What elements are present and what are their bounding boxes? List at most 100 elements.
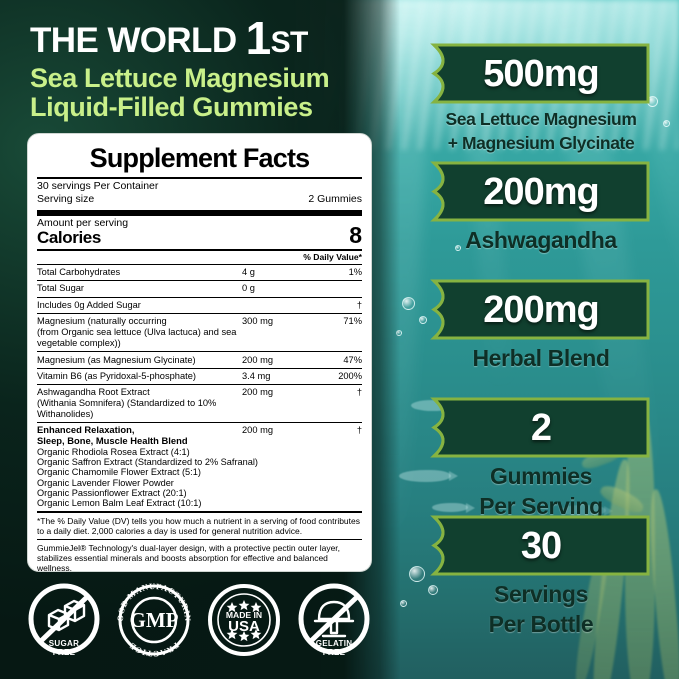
nutrient-name: Magnesium (as Magnesium Glycinate)	[37, 351, 242, 369]
headline-line-2: Sea Lettuce Magnesium	[30, 63, 330, 93]
callout-caption-line-1: Herbal Blend	[472, 345, 610, 371]
nutrient-daily-value: †	[320, 296, 362, 314]
calories-label: Calories	[37, 227, 101, 247]
made-in-usa-icon: MADE IN USA	[208, 584, 280, 656]
callout-1: 500mg Sea Lettuce Magnesium + Magnesium Gl…	[430, 42, 652, 153]
nutrient-row: Includes 0g Added Sugar †	[37, 296, 362, 314]
supplement-facts-panel: Supplement Facts 30 servings Per Contain…	[27, 133, 372, 572]
nutrient-amount: 4 g	[242, 267, 255, 277]
callout-ribbon: 30	[430, 514, 652, 577]
sugar-free-icon	[28, 583, 100, 655]
serving-size-row: Serving size 2 Gummies	[37, 192, 362, 205]
divider	[37, 177, 362, 179]
bubble	[419, 316, 427, 324]
nutrient-table: Total Carbohydrates 4 g 1% Total Sugar 0 g In…	[37, 265, 362, 423]
callout-caption-line-2: Per Serving	[479, 493, 603, 519]
servings-per-container: 30 servings Per Container	[37, 180, 159, 192]
headline-number-one: 1	[245, 12, 272, 64]
nutrient-name: Total Sugar	[37, 280, 242, 298]
sugar-free-caption-line-1: SUGAR	[48, 639, 80, 648]
fish-silhouette	[432, 503, 468, 512]
nutrient-daily-value: 1%	[348, 267, 362, 277]
bubble	[400, 600, 407, 607]
blend-ingredient: Organic Chamomile Flower Extract (5:1)	[37, 467, 201, 478]
ribbon-shape	[430, 161, 650, 222]
nutrient-daily-value: 47%	[320, 351, 362, 369]
blend-amount: 200 mg	[242, 425, 274, 436]
amount-per-serving-label: Amount per serving	[37, 216, 129, 229]
ribbon-shape	[430, 515, 650, 576]
callout-3: 200mg Herbal Blend	[430, 278, 652, 371]
technology-footnote: GummieJel® Technology's dual-layer desig…	[37, 539, 362, 571]
blend-ingredient: Organic Passionflower Extract (20:1)	[37, 487, 187, 498]
serving-size-label: Serving size	[37, 193, 95, 206]
nutrient-row: Magnesium (as Magnesium Glycinate) 200 mg…	[37, 351, 362, 369]
blend-ingredient: Organic Lemon Balm Leaf Extract (10:1)	[37, 498, 202, 509]
fish-silhouette	[411, 400, 453, 411]
callout-caption-line-1: Servings	[494, 581, 588, 607]
callout-value: 30	[520, 524, 562, 567]
callout-4: 2 Gummies Per Serving	[430, 396, 652, 519]
nutrient-row: Ashwagandha Root Extract (Withania Somnif…	[37, 384, 362, 423]
callout-caption-line-1: Ashwagandha	[465, 227, 617, 253]
blend-daily-value: †	[356, 425, 362, 436]
nutrient-daily-value: 200%	[320, 367, 362, 385]
nutrient-daily-value	[320, 280, 362, 298]
blend-title-line-2: Sleep, Bone, Muscle Health Blend	[37, 435, 188, 447]
callout-ribbon: 500mg	[430, 42, 652, 105]
nutrient-amount: 0 g	[242, 280, 320, 298]
headline-block: THE WORLD 1ST Sea Lettuce Magnesium Liqu…	[30, 15, 390, 122]
nutrient-daily-value: 71%	[320, 312, 362, 352]
nutrient-name: Includes 0g Added Sugar	[37, 296, 242, 314]
ribbon-shape	[430, 43, 650, 104]
made-in-usa-line-1: MADE IN	[226, 610, 262, 620]
divider-thick	[37, 209, 362, 216]
callout-5: 30 Servings Per Bottle	[430, 514, 652, 637]
fish-silhouette	[560, 505, 606, 516]
divider	[37, 248, 362, 251]
divider	[37, 422, 362, 424]
bubble	[428, 585, 438, 595]
callout-caption-line-2: Per Bottle	[488, 611, 594, 637]
servings-per-container-row: 30 servings Per Container	[37, 179, 362, 192]
blend-block: Enhanced Relaxation, Sleep, Bone, Muscle…	[37, 423, 362, 508]
gelatin-free-caption-line-1: GELATIN	[315, 639, 353, 648]
blend-ingredient: Organic Rhodiola Rosea Extract (4:1)	[37, 446, 190, 457]
gelatin-free-caption-line-2: FREE	[322, 648, 346, 657]
nutrient-daily-value: †	[320, 384, 362, 423]
nutrient-amount: 200 mg	[242, 351, 320, 369]
nutrient-name: Ashwagandha Root Extract (Withania Somnif…	[37, 384, 242, 423]
ribbon-shape	[430, 279, 650, 340]
daily-value-footnote: *The % Daily Value (DV) tells you how mu…	[37, 516, 360, 537]
serving-size-value: 2 Gummies	[308, 193, 362, 206]
bubble	[402, 297, 415, 310]
gelatin-free-icon	[298, 583, 370, 655]
bubble	[455, 245, 461, 251]
amount-per-serving-row: Amount per serving Calories 8	[37, 216, 362, 247]
callout-value: 500mg	[483, 52, 599, 95]
made-in-usa-badge: MADE IN USA	[204, 583, 284, 673]
callout-ribbon: 200mg	[430, 278, 652, 341]
headline-ordinal-suffix: ST	[270, 26, 309, 59]
sugar-free-badge: SUGAR FREE	[24, 583, 104, 673]
divider	[37, 263, 362, 265]
callout-2: 200mg Ashwagandha	[430, 160, 652, 253]
divider	[37, 511, 362, 514]
headline-line-3: Liquid-Filled Gummies	[30, 92, 313, 122]
gelatin-free-badge: GELATIN FREE	[294, 583, 374, 673]
certification-badges: SUGAR FREE GOOD MANUFACTURING PRACTICE G…	[24, 583, 374, 675]
ribbon-shape	[430, 397, 650, 458]
nutrient-name: Total Carbohydrates	[37, 267, 121, 277]
blend-ingredient: Organic Lavender Flower Powder	[37, 477, 174, 488]
callout-caption-line-1: Gummies	[489, 463, 592, 489]
supplement-facts-title: Supplement Facts	[89, 143, 311, 173]
nutrient-row: Total Sugar 0 g	[37, 280, 362, 298]
callout-ribbon: 200mg	[430, 160, 652, 223]
nutrient-row: Magnesium (naturally occurring (from Orga…	[37, 312, 362, 352]
callout-value: 200mg	[483, 288, 599, 331]
nutrient-subtext: (Withania Somnifera) (Standardized to 10…	[37, 398, 217, 420]
callout-caption-line-2: + Magnesium Glycinate	[447, 133, 635, 153]
callout-caption-line-1: Sea Lettuce Magnesium	[445, 109, 637, 129]
nutrient-amount: 3.4 mg	[242, 367, 320, 385]
